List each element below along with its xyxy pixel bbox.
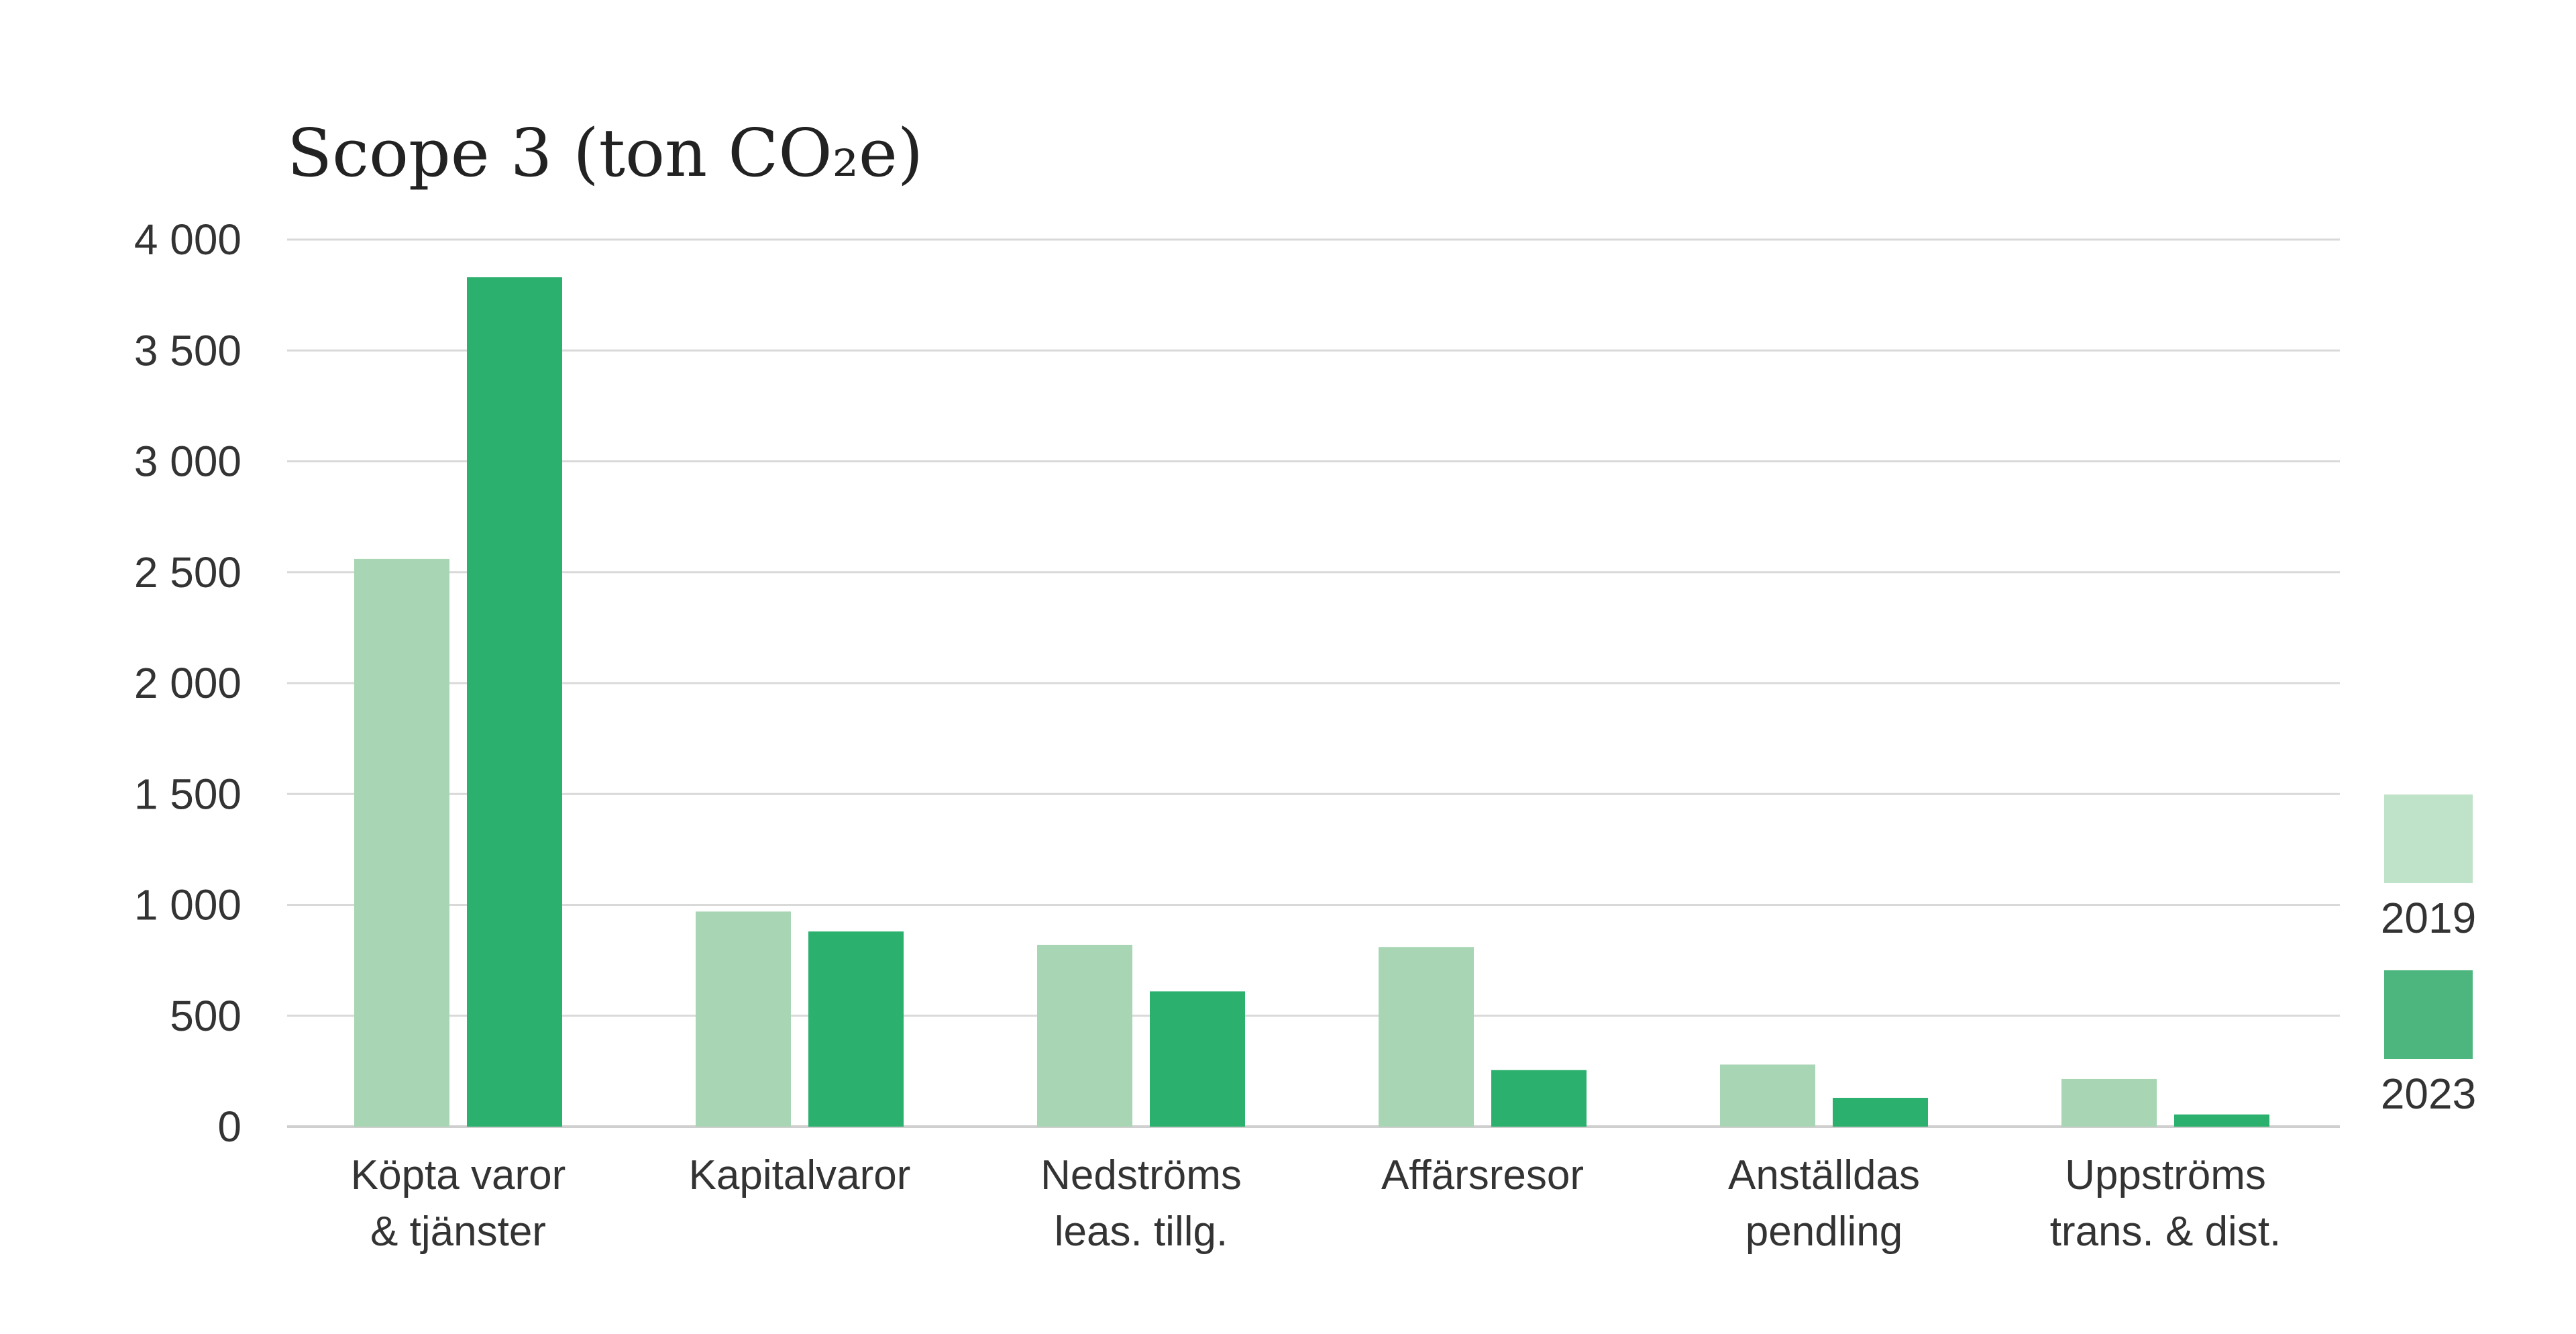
bar-2019	[1379, 947, 1474, 1127]
bar-2019	[1037, 944, 1132, 1127]
y-tick-label: 500	[170, 992, 241, 1040]
y-tick-label: 2 500	[134, 548, 241, 597]
y-tick-label: 0	[217, 1102, 241, 1151]
legend-label-2019: 2019	[2381, 894, 2476, 942]
legend-label-2023: 2023	[2381, 1070, 2476, 1118]
x-tick-label: Köpta varor & tjänster	[351, 1152, 566, 1255]
bar-2019	[354, 558, 449, 1127]
bar-2019	[1720, 1064, 1815, 1127]
x-tick-label: Nedströms leas. tillg.	[1040, 1152, 1242, 1255]
x-tick-label: Kapitalvaror	[689, 1152, 911, 1198]
x-tick-label: Affärsresor	[1381, 1152, 1584, 1198]
y-tick-label: 4 000	[134, 215, 241, 264]
bars	[354, 277, 2269, 1127]
bar-2023	[1833, 1098, 1928, 1127]
x-axis-labels: Köpta varor & tjänster Kapitalvaror Nedströ…	[351, 1152, 2282, 1255]
gridlines	[287, 238, 2340, 1128]
x-tick-label: Uppströms trans. & dist.	[2050, 1152, 2282, 1255]
legend-swatch-2023	[2384, 970, 2473, 1059]
bar-2023	[467, 277, 562, 1127]
bar-2023	[1491, 1070, 1587, 1127]
y-axis-ticks: 0 500 1 000 1 500 2 000 2 500 3 000 3 500 4 000	[134, 215, 241, 1151]
y-tick-label: 1 500	[134, 770, 241, 818]
y-tick-label: 2 000	[134, 659, 241, 707]
y-tick-label: 1 000	[134, 881, 241, 929]
chart-title: Scope 3 (ton CO₂e)	[287, 115, 923, 192]
legend: 2019 2023	[2381, 794, 2476, 1118]
bar-2023	[808, 931, 904, 1127]
y-tick-label: 3 500	[134, 326, 241, 374]
bar-2023	[1150, 991, 1245, 1127]
bar-2019	[696, 911, 791, 1127]
bar-2023	[2174, 1114, 2269, 1127]
bar-2019	[2061, 1078, 2157, 1127]
legend-swatch-2019	[2384, 794, 2473, 883]
y-tick-label: 3 000	[134, 438, 241, 486]
x-tick-label: Anställdas pendling	[1728, 1152, 1920, 1255]
